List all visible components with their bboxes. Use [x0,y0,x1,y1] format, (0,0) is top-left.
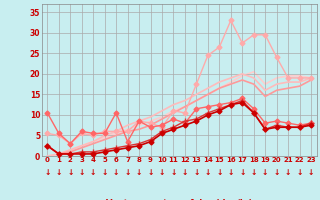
Text: ↓: ↓ [113,168,119,177]
Text: ↓: ↓ [193,168,200,177]
Text: ↓: ↓ [274,168,280,177]
Text: ↓: ↓ [228,168,234,177]
Text: ↓: ↓ [251,168,257,177]
Text: ↓: ↓ [101,168,108,177]
Text: ↓: ↓ [205,168,211,177]
Text: ↓: ↓ [56,168,62,177]
Text: ↓: ↓ [44,168,51,177]
Text: ↓: ↓ [170,168,177,177]
Text: ↓: ↓ [90,168,96,177]
Text: ↓: ↓ [296,168,303,177]
Text: ↓: ↓ [285,168,291,177]
Text: ↓: ↓ [67,168,74,177]
Text: Vent moyen/en rafales ( km/h ): Vent moyen/en rafales ( km/h ) [106,199,252,200]
Text: ↓: ↓ [262,168,268,177]
Text: ↓: ↓ [239,168,245,177]
Text: ↓: ↓ [216,168,222,177]
Text: ↓: ↓ [147,168,154,177]
Text: ↓: ↓ [308,168,314,177]
Text: ↓: ↓ [136,168,142,177]
Text: ↓: ↓ [78,168,85,177]
Text: ↓: ↓ [182,168,188,177]
Text: ↓: ↓ [159,168,165,177]
Text: ↓: ↓ [124,168,131,177]
